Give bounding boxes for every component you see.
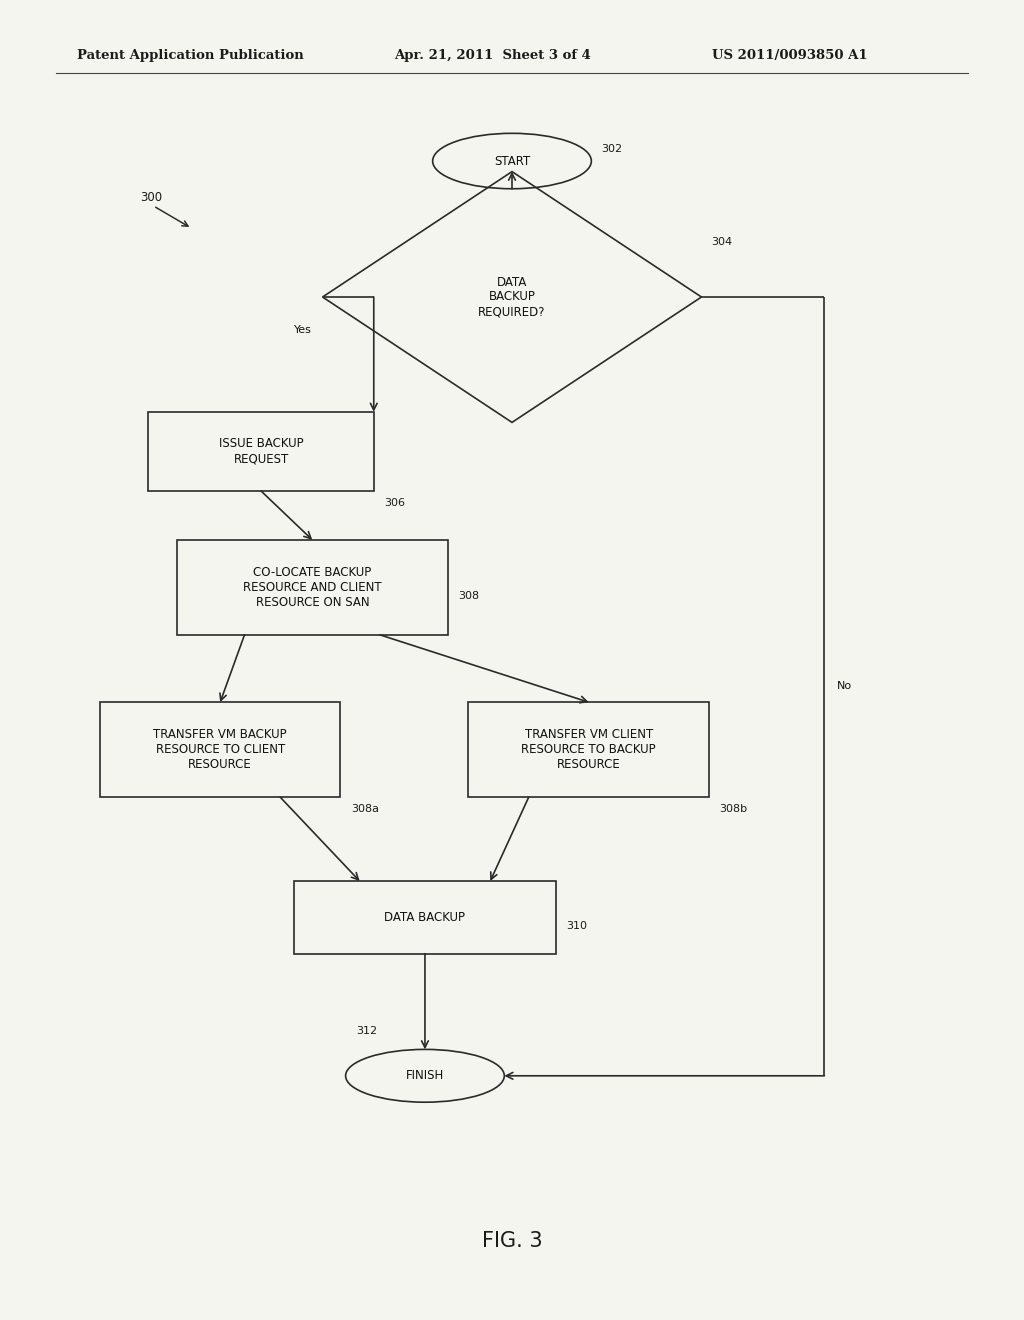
Text: 308: 308 (459, 590, 479, 601)
Text: TRANSFER VM CLIENT
RESOURCE TO BACKUP
RESOURCE: TRANSFER VM CLIENT RESOURCE TO BACKUP RE… (521, 729, 656, 771)
Text: 302: 302 (602, 144, 623, 154)
Text: 304: 304 (712, 236, 733, 247)
Text: 308a: 308a (350, 804, 379, 814)
Text: FIG. 3: FIG. 3 (481, 1230, 543, 1251)
Text: Patent Application Publication: Patent Application Publication (77, 49, 303, 62)
Bar (176, 540, 449, 635)
Text: 312: 312 (356, 1026, 377, 1036)
Text: No: No (837, 681, 852, 692)
Text: START: START (494, 154, 530, 168)
Text: 300: 300 (140, 190, 163, 203)
Text: Yes: Yes (295, 325, 312, 335)
Bar (148, 412, 374, 491)
Text: TRANSFER VM BACKUP
RESOURCE TO CLIENT
RESOURCE: TRANSFER VM BACKUP RESOURCE TO CLIENT RE… (154, 729, 287, 771)
Text: DATA BACKUP: DATA BACKUP (384, 911, 466, 924)
Text: US 2011/0093850 A1: US 2011/0093850 A1 (712, 49, 867, 62)
Text: 306: 306 (384, 498, 406, 508)
Bar (295, 882, 555, 953)
Text: Apr. 21, 2011  Sheet 3 of 4: Apr. 21, 2011 Sheet 3 of 4 (394, 49, 591, 62)
Bar (468, 702, 709, 797)
Text: 310: 310 (565, 920, 587, 931)
Bar (100, 702, 340, 797)
Text: DATA
BACKUP
REQUIRED?: DATA BACKUP REQUIRED? (478, 276, 546, 318)
Text: 308b: 308b (719, 804, 748, 814)
Text: CO-LOCATE BACKUP
RESOURCE AND CLIENT
RESOURCE ON SAN: CO-LOCATE BACKUP RESOURCE AND CLIENT RES… (243, 566, 382, 609)
Text: FINISH: FINISH (406, 1069, 444, 1082)
Text: ISSUE BACKUP
REQUEST: ISSUE BACKUP REQUEST (219, 437, 303, 466)
